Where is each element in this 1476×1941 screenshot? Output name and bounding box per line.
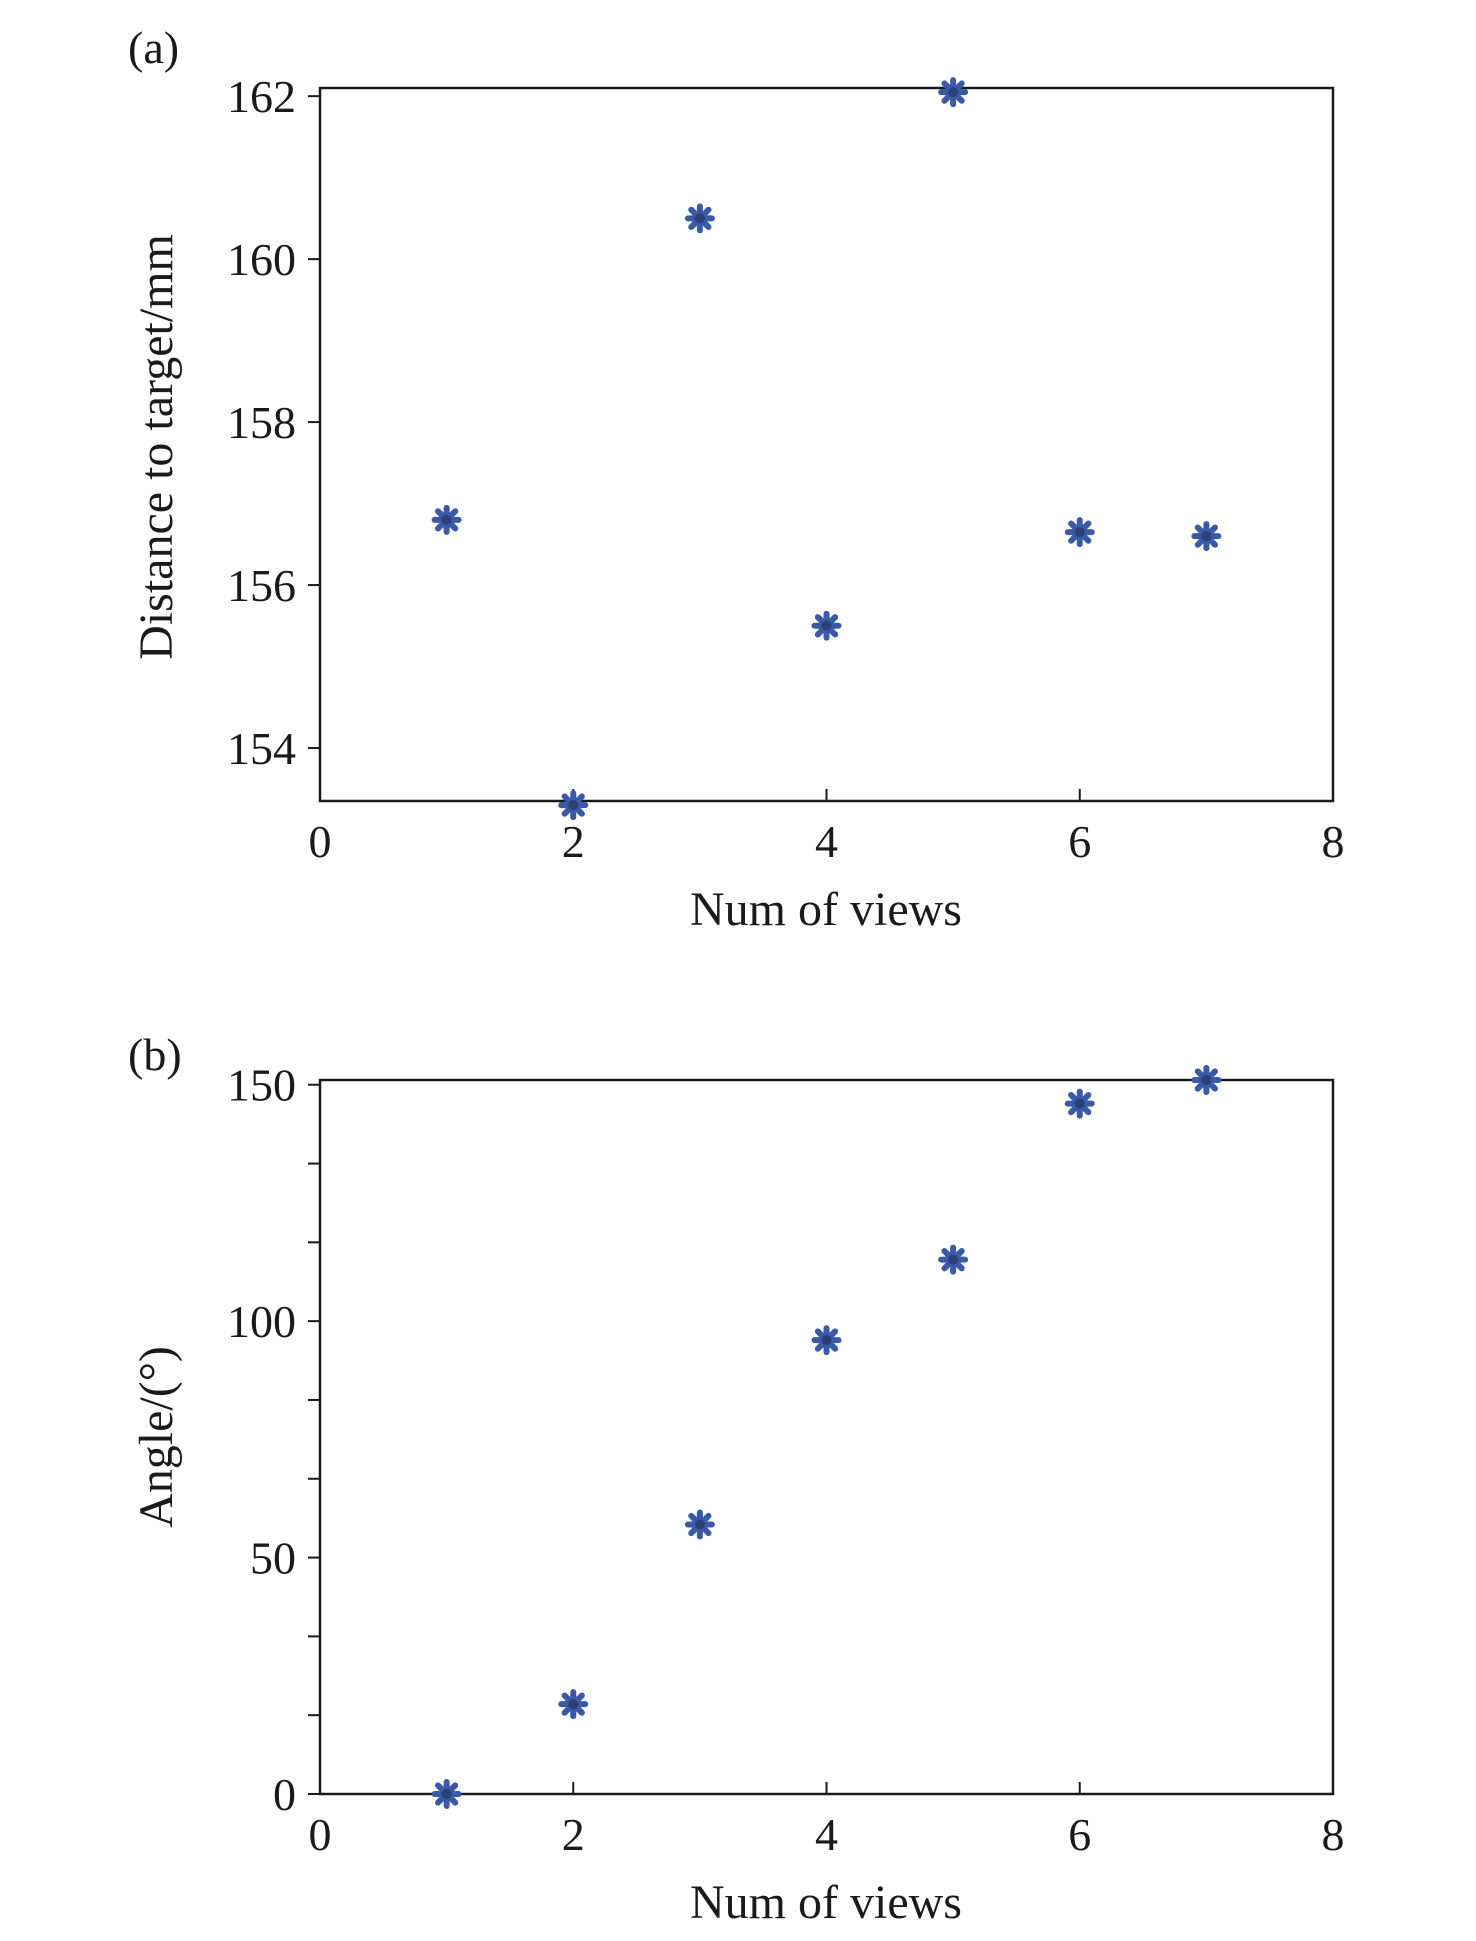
panel-a-point-5 [1064,517,1095,548]
panel-b-point-3 [811,1325,842,1356]
panel-a-x-tick-label-0: 0 [309,816,332,867]
panel-b-point-0 [431,1779,462,1809]
panel-a-y-tick-label-1: 156 [227,560,296,611]
panel-b-x-tick-label-1: 2 [562,1809,585,1860]
panel-b-point-2 [684,1509,715,1540]
panel-b-x-tick-label-2: 4 [815,1809,838,1860]
panel-a-x-tick-label-1: 2 [562,816,585,867]
panel-b-y-axis-label: Angle/(°) [130,1346,183,1528]
panel-a-point-3 [811,610,842,641]
panel-b-x-axis-label: Num of views [690,1876,962,1929]
panel-a-point-2 [684,203,715,234]
panel-b-point-1 [558,1689,589,1720]
panel-a-y-tick-label-0: 154 [227,723,296,774]
panel-a-y-axis-label: Distance to target/mm [130,234,183,660]
panel-a-point-4 [938,77,969,108]
panel-b-x-ticks: 0 2 4 6 8 [309,1782,1345,1860]
panel-a-y-tick-label-2: 158 [227,397,296,448]
panel-b-markers [431,1065,1222,1809]
panel-b-y-tick-label-3: 150 [227,1060,296,1111]
panel-b-plot-area [318,1078,1335,1796]
panel-b-label: (b) [128,1029,182,1080]
panel-b-point-5 [1064,1088,1095,1119]
panel-a-x-tick-label-4: 8 [1322,816,1345,867]
panel-a-point-0 [431,504,462,535]
panel-b-y-tick-label-1: 50 [250,1533,296,1584]
panel-a-markers [431,77,1222,821]
panel-a-x-tick-label-2: 4 [815,816,838,867]
panel-a-y-tick-label-4: 162 [227,71,296,122]
panel-a: (a) 0 2 4 6 8 154 156 158 160 162 Num of views D… [128,22,1345,936]
panel-b-y-tick-label-0: 0 [273,1769,296,1820]
panel-b-x-tick-label-3: 6 [1068,1809,1091,1860]
panel-a-y-tick-label-3: 160 [227,234,296,285]
panel-b-x-tick-label-0: 0 [309,1809,332,1860]
panel-b-y-tick-label-2: 100 [227,1296,296,1347]
panel-a-x-axis-label: Num of views [690,883,962,936]
panel-a-point-1 [558,790,589,821]
panel-a-x-ticks: 0 2 4 6 8 [309,789,1345,867]
panel-b-x-tick-label-4: 8 [1322,1809,1345,1860]
panel-b: (b) 0 2 4 6 8 0 50 100 150 Num of views Angle/(… [128,1029,1345,1929]
panel-a-x-tick-label-3: 6 [1068,816,1091,867]
panel-a-label: (a) [128,22,179,73]
panel-a-plot-area [318,86,1335,803]
panel-b-point-4 [938,1244,969,1275]
panel-a-y-ticks: 154 156 158 160 162 [227,71,320,774]
panel-b-y-ticks: 0 50 100 150 [227,1060,320,1820]
panel-b-point-6 [1191,1065,1222,1095]
panel-a-point-6 [1191,521,1222,552]
